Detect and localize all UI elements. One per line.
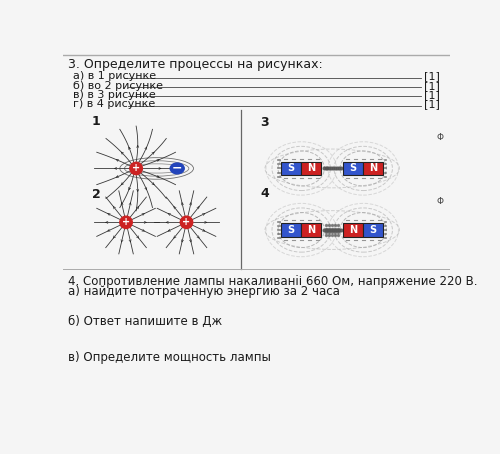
Bar — [363, 162, 384, 175]
Text: S: S — [350, 163, 356, 173]
Text: −: − — [172, 162, 182, 175]
Ellipse shape — [170, 163, 184, 174]
Text: в) Определите мощность лампы: в) Определите мощность лампы — [68, 351, 271, 364]
Text: 4: 4 — [260, 187, 269, 200]
Text: 2: 2 — [92, 188, 100, 201]
Text: 4. Сопротивление лампы накаливанiі 660 Ом, напряжение 220 В.: 4. Сопротивление лампы накаливанiі 660 О… — [68, 276, 478, 288]
Bar — [363, 223, 384, 237]
Text: Φ: Φ — [437, 133, 444, 142]
Bar — [343, 162, 363, 175]
Text: [1]: [1] — [424, 71, 440, 81]
Text: а) найдите потраченную энергию за 2 часа: а) найдите потраченную энергию за 2 часа — [68, 286, 340, 298]
Text: N: N — [307, 225, 316, 235]
Bar — [281, 162, 301, 175]
Text: 3. Определите процессы на рисунках:: 3. Определите процессы на рисунках: — [68, 58, 322, 71]
Text: N: N — [349, 225, 357, 235]
Text: [1]: [1] — [424, 90, 440, 100]
Bar — [343, 223, 363, 237]
Bar — [301, 223, 322, 237]
Bar — [281, 223, 301, 237]
Text: [1]: [1] — [424, 81, 440, 91]
Text: 1: 1 — [92, 114, 100, 128]
Text: Φ: Φ — [437, 197, 444, 206]
Text: N: N — [369, 163, 378, 173]
Text: г) в 4 рисунке: г) в 4 рисунке — [74, 99, 159, 109]
Text: [1]: [1] — [424, 99, 440, 109]
Text: S: S — [288, 163, 294, 173]
Circle shape — [120, 216, 132, 228]
Text: S: S — [288, 225, 294, 235]
Circle shape — [180, 216, 192, 228]
Circle shape — [130, 162, 142, 175]
Text: б) во 2 рисунке: б) во 2 рисунке — [74, 81, 164, 91]
Text: а) в 1 рисунке: а) в 1 рисунке — [74, 71, 156, 81]
Text: +: + — [132, 163, 140, 173]
Text: 3: 3 — [260, 116, 269, 129]
Text: S: S — [370, 225, 377, 235]
Text: +: + — [182, 217, 190, 227]
Bar — [301, 162, 322, 175]
Text: +: + — [122, 217, 130, 227]
Text: б) Ответ напишите в Дж: б) Ответ напишите в Дж — [68, 315, 222, 328]
Text: N: N — [307, 163, 316, 173]
Text: в) в 3 рисунке: в) в 3 рисунке — [74, 90, 160, 100]
